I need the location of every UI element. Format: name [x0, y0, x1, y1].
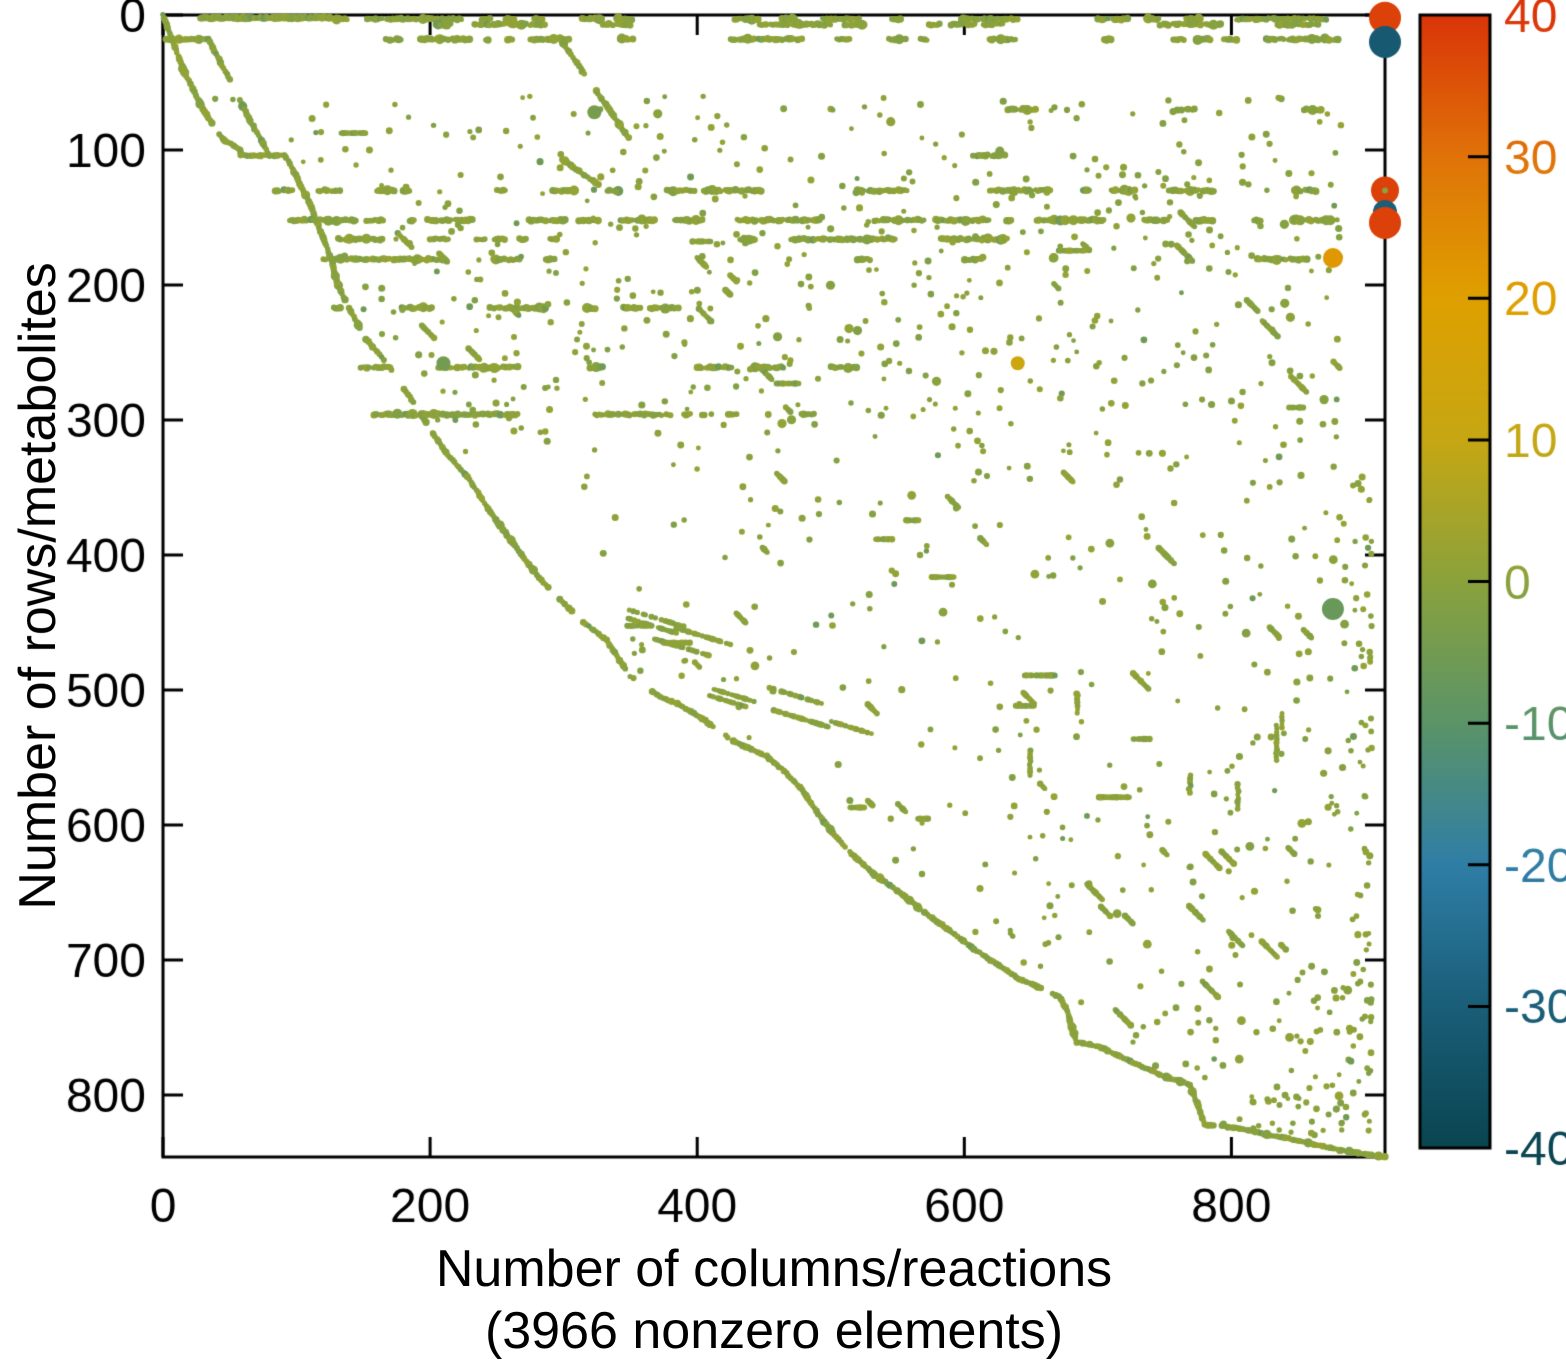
x-axis-label-line2: (3966 nonzero elements) — [484, 1302, 1064, 1360]
y-axis-label: Number of rows/metabolites — [9, 262, 67, 910]
x-axis-label-line1: Number of columns/reactions — [435, 1240, 1113, 1298]
x-axis-label: Number of columns/reactions (3966 nonzer… — [436, 1238, 1112, 1362]
